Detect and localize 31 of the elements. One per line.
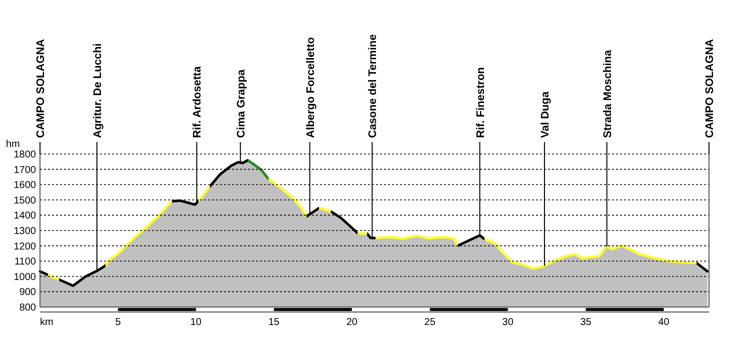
ref-line-label: Val Duga bbox=[539, 90, 552, 138]
ref-line-label: Agritur. De Lucchi bbox=[92, 43, 104, 138]
y-tick-label: 1200 bbox=[14, 241, 36, 252]
x-tick-label: 25 bbox=[424, 317, 436, 328]
x-tick-label: 20 bbox=[346, 317, 358, 328]
ref-line-label: Rif. Finestron bbox=[474, 66, 487, 138]
y-tick-label: 1500 bbox=[14, 195, 36, 206]
y-tick-label: 1700 bbox=[14, 164, 36, 176]
y-axis-title: hm bbox=[6, 139, 20, 150]
x-tick-label: 30 bbox=[502, 317, 514, 328]
ref-line-label: Casone del Termine bbox=[367, 34, 380, 138]
y-tick-label: 1800 bbox=[14, 150, 36, 160]
x-tick-label: 10 bbox=[190, 317, 202, 328]
x-axis-title: km bbox=[40, 317, 54, 328]
ref-line-label: Strada Moschina bbox=[602, 49, 614, 138]
x-tick-label: 5 bbox=[115, 317, 122, 328]
x-tick-label: 15 bbox=[268, 317, 280, 328]
ref-line-label: Cima Grappa bbox=[235, 68, 248, 138]
ref-line-label: CAMPO SOLAGNA bbox=[35, 38, 47, 138]
y-tick-label: 900 bbox=[19, 287, 36, 298]
ref-line-label: CAMPO SOLAGNA bbox=[704, 38, 716, 138]
y-tick-label: 800 bbox=[19, 302, 36, 314]
y-tick-label: 1300 bbox=[14, 226, 36, 237]
ref-line-label: Albergo Forcelletto bbox=[304, 36, 317, 138]
x-tick-label: 35 bbox=[580, 317, 592, 328]
x-tick-label: 40 bbox=[658, 317, 670, 328]
ref-line-label: Rif. Ardosetta bbox=[192, 65, 204, 138]
y-tick-label: 1400 bbox=[14, 210, 36, 222]
y-tick-label: 1100 bbox=[14, 256, 36, 268]
y-tick-label: 1000 bbox=[14, 272, 36, 283]
y-tick-label: 1600 bbox=[14, 180, 36, 192]
